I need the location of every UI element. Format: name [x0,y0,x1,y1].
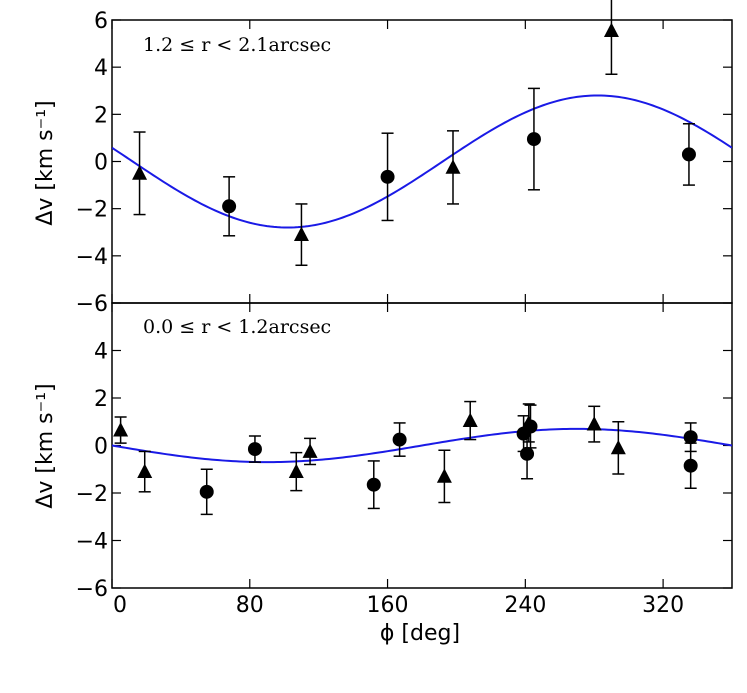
top-fit-curve [112,94,732,229]
top-triangle-point [445,159,461,174]
top-panel-annotation: 1.2 ≤ r < 2.1arcsec [143,34,331,56]
bottom-xtick-label: 0 [113,593,127,618]
bottom-circle-point [199,484,214,499]
bottom-circle-point [683,458,698,473]
top-ytick-label: −2 [76,198,108,223]
bottom-xtick-label: 320 [642,593,684,618]
top-circle-point [526,132,541,147]
top-circle-point [380,169,395,184]
bottom-ytick-label: −6 [76,577,108,602]
top-y-axis-label: Δv [km s⁻¹] [33,100,58,225]
bottom-ytick-label: 2 [94,387,108,412]
bottom-ytick-label: −4 [76,530,108,555]
top-ytick-label: 6 [94,9,108,34]
top-circle-point [222,199,237,214]
bottom-xtick-label: 80 [236,593,264,618]
bottom-triangle-point [113,422,129,437]
bottom-circle-point [683,430,698,445]
bottom-triangle-point [586,416,602,431]
bottom-xtick-label: 160 [367,593,409,618]
bottom-circle-point [520,446,535,461]
top-panel: −6 −4 −2 0 2 4 6 [76,0,732,317]
bottom-circle-point [366,477,381,492]
top-circle-point [681,147,696,162]
x-axis-label: ϕ [deg] [380,621,460,646]
top-triangle-point [603,22,619,38]
bottom-circle-point [392,432,407,447]
top-ytick-label: −6 [76,292,108,317]
top-ytick-label: 0 [94,151,108,176]
bottom-triangle-point [462,412,478,427]
top-triangle-point [293,226,309,242]
bottom-ytick-label: −2 [76,482,108,507]
bottom-triangle-point [436,468,452,483]
bottom-fit-curve [112,427,732,464]
bottom-triangle-point [610,439,626,455]
bottom-circle-point [247,442,262,457]
top-ytick-label: −4 [76,245,108,270]
bottom-ytick-label: 4 [94,340,108,365]
top-ytick-label: 4 [94,56,108,81]
bottom-xtick-label: 240 [504,593,546,618]
bottom-triangle-point [288,463,304,479]
top-ytick-label: 2 [94,103,108,128]
bottom-triangle-point [521,414,537,430]
bottom-triangle-point [302,443,318,458]
bottom-ytick-label: 0 [94,435,108,460]
top-triangle-point [132,165,148,180]
bottom-y-axis-label: Δv [km s⁻¹] [33,383,58,508]
top-panel-frame [111,19,733,304]
bottom-triangle-point [137,463,153,479]
bottom-panel-annotation: 0.0 ≤ r < 1.2arcsec [143,316,331,338]
